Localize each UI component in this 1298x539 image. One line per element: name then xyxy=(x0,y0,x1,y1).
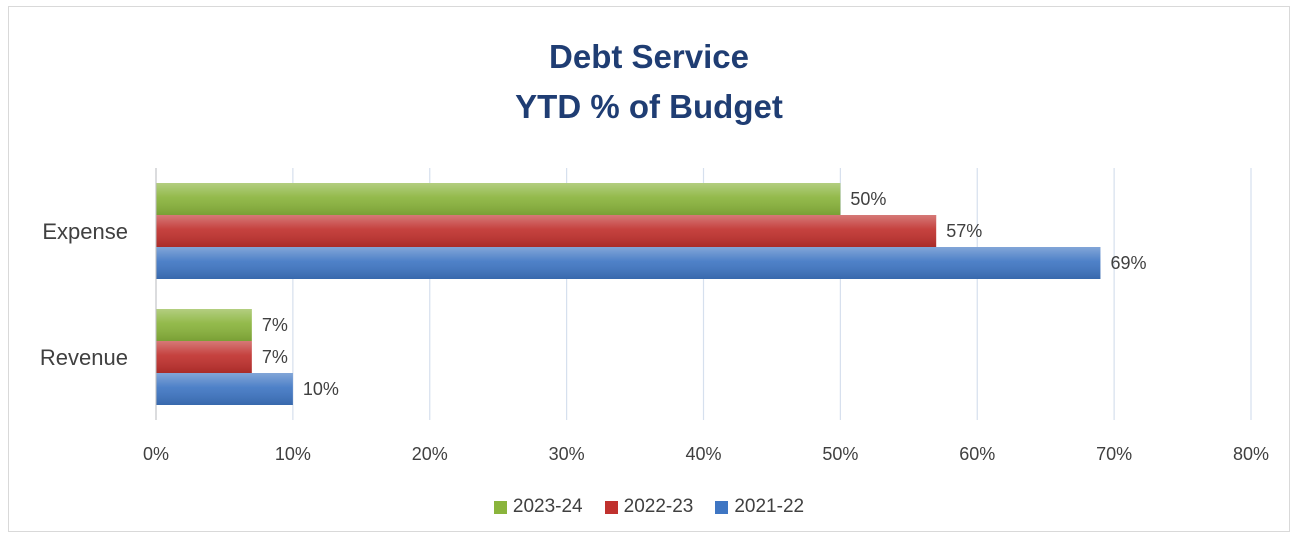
data-label: 7% xyxy=(262,315,288,335)
legend-label: 2023-24 xyxy=(512,496,583,517)
bar-gloss xyxy=(156,373,293,405)
x-tick-label: 0% xyxy=(143,444,169,464)
legend-item: 2021-22 xyxy=(715,496,804,518)
data-labels: 50% 57% 69% 7% 7% 10% xyxy=(262,189,1147,399)
data-label: 10% xyxy=(303,379,339,399)
axes: 0% 10% 20% 30% 40% 50% 60% 70% 80% Expense Revenue xyxy=(40,168,1269,464)
x-tick-label: 70% xyxy=(1096,444,1132,464)
legend: 2023-24 2022-23 2021-22 xyxy=(0,496,1298,518)
category-label: Revenue xyxy=(40,345,128,370)
bar-gloss xyxy=(156,183,841,215)
x-tick-label: 30% xyxy=(549,444,585,464)
chart-subtitle: YTD % of Budget xyxy=(515,88,783,125)
bar-gloss xyxy=(156,215,937,247)
data-label: 69% xyxy=(1110,253,1146,273)
data-label: 50% xyxy=(850,189,886,209)
chart-title: Debt Service xyxy=(549,38,749,75)
bar-chart: 50% 57% 69% 7% 7% 10% 0% 10% 20% 30% 40% 50% 60% 70%… xyxy=(40,168,1269,464)
bar-gloss xyxy=(156,247,1101,279)
legend-item: 2022-23 xyxy=(604,496,694,518)
legend-label: 2022-23 xyxy=(623,496,694,517)
x-tick-label: 50% xyxy=(822,444,858,464)
data-label: 57% xyxy=(946,221,982,241)
x-tick-label: 60% xyxy=(959,444,995,464)
bar-gloss xyxy=(156,341,252,373)
x-tick-label: 80% xyxy=(1233,444,1269,464)
x-tick-label: 10% xyxy=(275,444,311,464)
legend-label: 2021-22 xyxy=(734,496,805,517)
legend-swatch xyxy=(715,500,729,514)
legend-swatch xyxy=(493,500,507,514)
x-tick-label: 40% xyxy=(685,444,721,464)
legend-item: 2023-24 xyxy=(493,496,583,518)
x-tick-label: 20% xyxy=(412,444,448,464)
legend-swatch xyxy=(604,500,618,514)
data-label: 7% xyxy=(262,347,288,367)
category-label: Expense xyxy=(42,219,128,244)
bars xyxy=(156,183,1101,405)
bar-gloss xyxy=(156,309,252,341)
